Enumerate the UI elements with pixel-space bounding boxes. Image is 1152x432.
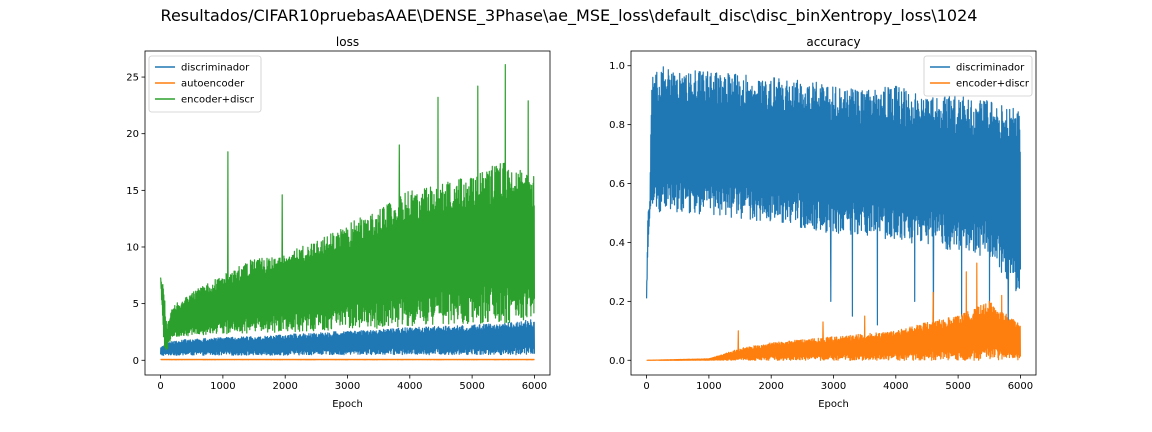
legend: discriminador autoencoder encoder+discr xyxy=(148,55,262,113)
series-line-discriminador xyxy=(160,319,535,356)
y-tick-label: 0 xyxy=(133,356,139,367)
y-tick-label: 10 xyxy=(126,242,139,253)
legend-frame xyxy=(923,55,1033,97)
loss-plot: loss 0 1000 2000 3000 4000 5000 6000 0 5 10 15 20 25 E… xyxy=(126,35,551,410)
x-tick-label: 1000 xyxy=(696,381,721,392)
x-tick-label: 0 xyxy=(157,381,163,392)
y-tick-label: 25 xyxy=(126,73,139,84)
x-tick-label: 2000 xyxy=(758,381,783,392)
x-tick-label: 0 xyxy=(643,381,649,392)
plot-title: accuracy xyxy=(806,35,860,49)
y-tick-label: 5 xyxy=(133,299,139,310)
legend-frame xyxy=(148,55,262,113)
x-tick-label: 6000 xyxy=(522,381,547,392)
x-tick-label: 4000 xyxy=(883,381,908,392)
y-tick-label: 0.4 xyxy=(609,238,625,249)
x-tick-label: 4000 xyxy=(397,381,422,392)
y-tick-label: 20 xyxy=(126,129,139,140)
legend-entry-label: encoder+discr xyxy=(956,79,1030,90)
y-tick-label: 0.6 xyxy=(609,179,625,190)
accuracy-plot: accuracy 0 1000 2000 3000 4000 5000 6000 0.0 0.2 0… xyxy=(609,35,1037,410)
series-line-encoder-discr xyxy=(160,63,535,351)
x-tick-label: 3000 xyxy=(335,381,360,392)
legend-entry-label: discriminador xyxy=(956,63,1025,74)
legend-entry-label: discriminador xyxy=(181,63,250,74)
x-tick-label: 1000 xyxy=(210,381,235,392)
y-tick-label: 0.0 xyxy=(609,356,625,367)
y-tick-label: 15 xyxy=(126,186,139,197)
x-axis-label: Epoch xyxy=(332,399,363,410)
plot-title: loss xyxy=(336,35,359,49)
x-tick-label: 5000 xyxy=(945,381,970,392)
legend-entry-label: encoder+discr xyxy=(181,95,255,106)
x-tick-label: 3000 xyxy=(821,381,846,392)
legend-entry-label: autoencoder xyxy=(181,79,245,90)
x-axis-label: Epoch xyxy=(818,399,849,410)
legend: discriminador encoder+discr xyxy=(923,55,1033,97)
series-line-encoder-discr xyxy=(646,262,1021,361)
x-tick-label: 2000 xyxy=(272,381,297,392)
x-tick-label: 6000 xyxy=(1008,381,1033,392)
series-line-discriminador xyxy=(646,66,1021,332)
y-tick-label: 1.0 xyxy=(609,61,625,72)
y-tick-label: 0.8 xyxy=(609,120,625,131)
figure-suptitle: Resultados/CIFAR10pruebasAAE\DENSE_3Phas… xyxy=(161,6,978,26)
y-tick-label: 0.2 xyxy=(609,297,625,308)
x-tick-label: 5000 xyxy=(459,381,484,392)
